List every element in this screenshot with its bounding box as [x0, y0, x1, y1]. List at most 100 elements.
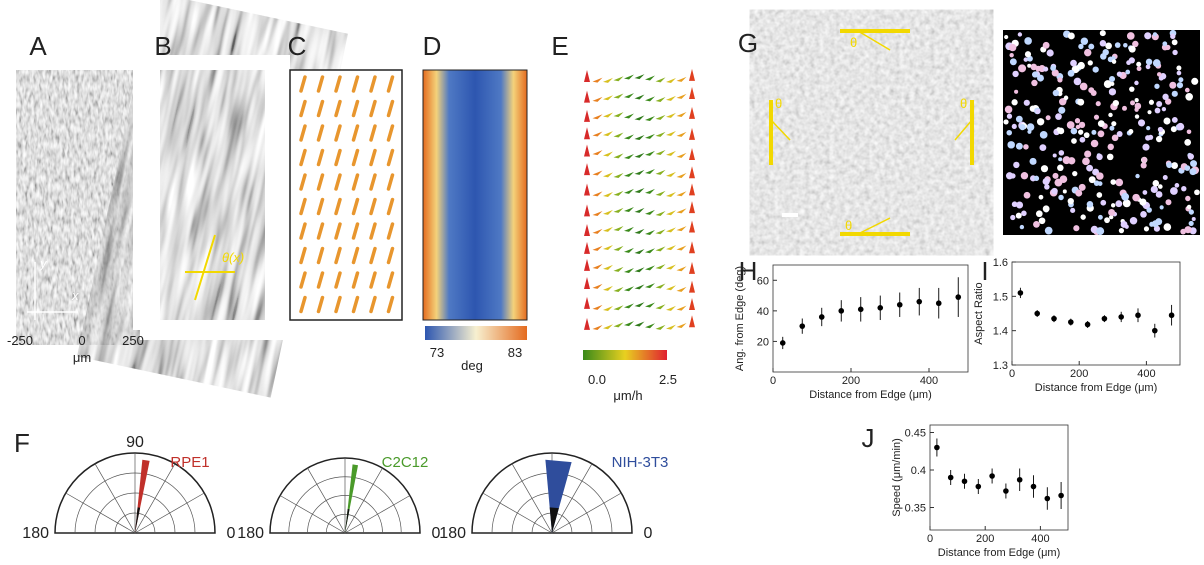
- x-tick-label: 0: [770, 375, 776, 387]
- cell: [1009, 52, 1014, 58]
- x-axis-label: Distance from Edge (μm): [1035, 382, 1157, 394]
- plot-frame: [772, 264, 969, 373]
- arrow: [645, 265, 655, 271]
- cell: [1004, 35, 1009, 40]
- cell: [1084, 150, 1092, 158]
- cell: [1194, 189, 1200, 196]
- dash: [386, 75, 395, 93]
- arrow: [689, 201, 695, 214]
- arrow: [603, 209, 613, 215]
- dash: [316, 75, 325, 93]
- arrow: [634, 188, 645, 194]
- cell: [1134, 102, 1142, 110]
- cell: [1021, 210, 1027, 217]
- mask: [140, 320, 290, 340]
- cell: [1017, 32, 1023, 37]
- cell: [1043, 66, 1049, 72]
- cell: [1077, 61, 1085, 70]
- dash: [369, 222, 377, 240]
- arrow: [584, 277, 590, 290]
- cell: [1078, 129, 1084, 135]
- cell: [1083, 132, 1090, 139]
- cell: [1152, 59, 1161, 67]
- dash: [299, 124, 307, 142]
- cell: [1184, 226, 1192, 234]
- dash: [316, 148, 325, 167]
- cell: [1007, 141, 1015, 149]
- cell: [1123, 42, 1128, 48]
- arrow: [613, 207, 624, 213]
- cell: [1146, 207, 1152, 213]
- cell: [1044, 226, 1053, 235]
- arrow: [613, 93, 624, 99]
- cell: [1088, 87, 1095, 94]
- cell: [1024, 51, 1032, 58]
- cell: [1143, 226, 1150, 232]
- cell: [1148, 99, 1155, 105]
- cell: [1056, 127, 1061, 132]
- arrow: [676, 131, 687, 137]
- dash: [351, 148, 360, 167]
- arrow: [655, 304, 666, 310]
- mask: [140, 55, 290, 70]
- cell: [1074, 118, 1081, 124]
- cell: [1037, 74, 1044, 82]
- cell: [1029, 157, 1037, 165]
- cell: [1136, 61, 1142, 67]
- cell: [1015, 142, 1023, 150]
- cell: [1078, 183, 1086, 191]
- arrow: [613, 286, 624, 292]
- y-tick-label: 1.5: [993, 291, 1008, 303]
- arrow: [624, 113, 634, 119]
- cell: [1031, 79, 1038, 87]
- cell: [1141, 156, 1148, 163]
- arrow: [584, 70, 590, 82]
- dash: [351, 99, 360, 118]
- cell: [1096, 192, 1103, 198]
- arrow: [655, 210, 666, 216]
- arrow: [584, 241, 590, 254]
- point: [955, 294, 962, 300]
- mask: [133, 60, 160, 330]
- arrow: [689, 87, 695, 100]
- point: [1016, 476, 1023, 483]
- dash: [299, 173, 307, 191]
- arrow: [676, 322, 687, 328]
- cell: [1132, 193, 1140, 202]
- cell: [1186, 204, 1192, 210]
- y-tick-label: 1.4: [993, 326, 1008, 338]
- polar-spoke: [482, 492, 553, 534]
- cell: [1097, 130, 1105, 138]
- cell: [1130, 100, 1136, 106]
- dash: [386, 148, 395, 167]
- arrow: [592, 114, 603, 120]
- arrow: [613, 322, 624, 328]
- dash: [386, 295, 395, 314]
- panel-label: F: [14, 428, 30, 458]
- cell: [1099, 40, 1107, 47]
- cell: [1122, 105, 1127, 111]
- dash: [369, 295, 377, 314]
- cell: [1100, 199, 1107, 206]
- dash: [369, 148, 377, 167]
- cell: [1090, 139, 1099, 148]
- y-tick-label: 1.6: [993, 257, 1008, 269]
- polar-label: 90: [126, 434, 144, 451]
- cell: [1185, 92, 1193, 101]
- panel-c-dashes: [299, 75, 395, 314]
- arrow: [645, 115, 655, 121]
- panel-label: J: [862, 423, 875, 453]
- cell: [1116, 131, 1123, 137]
- arrow: [676, 305, 687, 311]
- point: [1168, 312, 1175, 319]
- cell: [1057, 164, 1064, 172]
- arrow: [634, 169, 645, 175]
- cell: [1105, 42, 1112, 50]
- cell: [1071, 138, 1077, 144]
- y-tick-label: 0.4: [911, 465, 926, 477]
- tick-label: -250: [7, 333, 33, 348]
- dash: [316, 295, 325, 314]
- colorbar-label: 73: [430, 345, 444, 360]
- x-tick-label: 0: [927, 533, 933, 545]
